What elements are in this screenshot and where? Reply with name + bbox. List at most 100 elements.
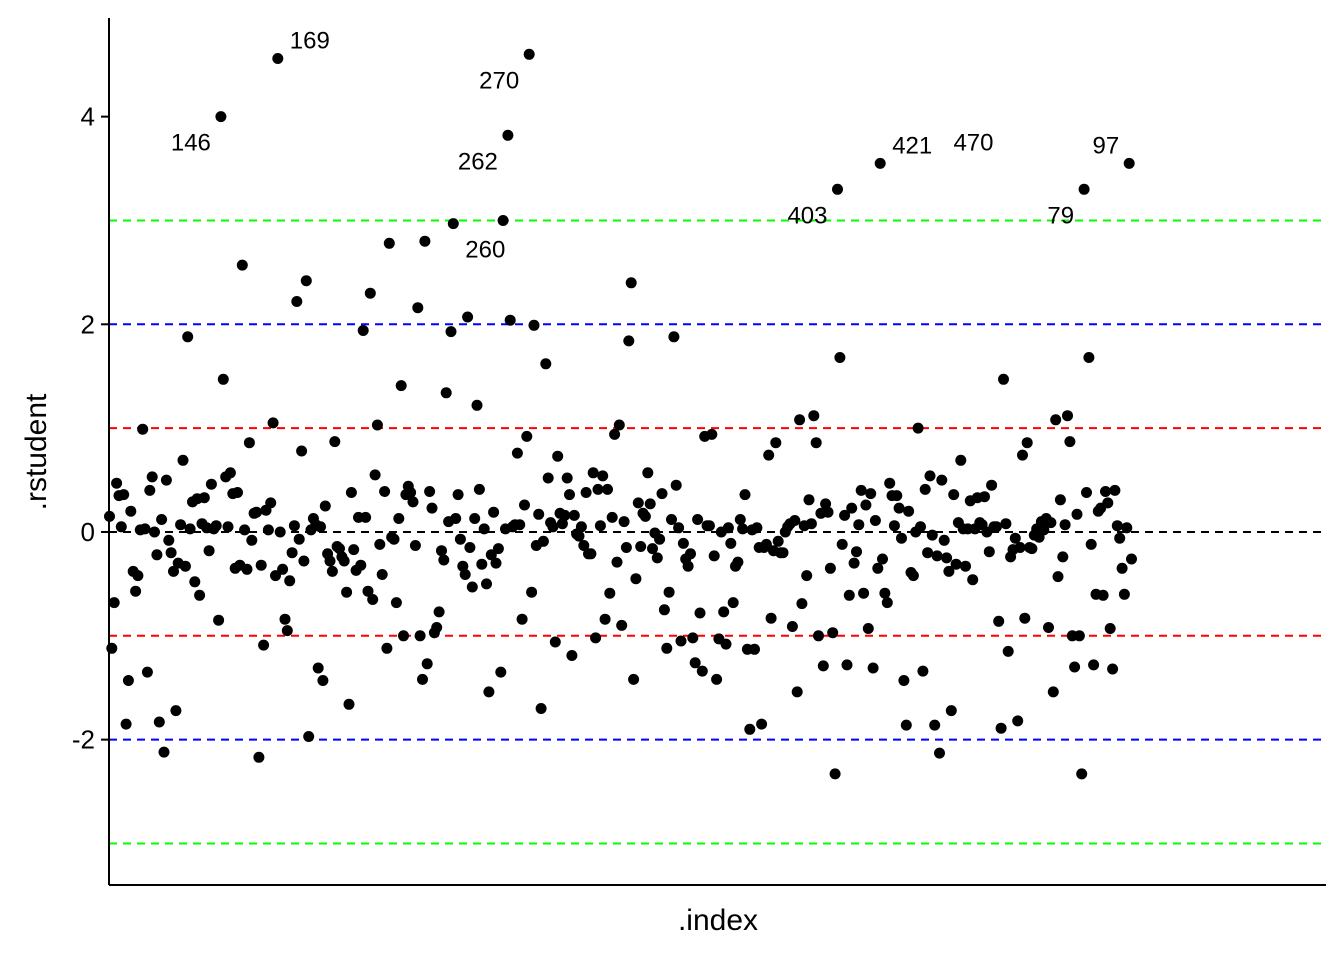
data-point xyxy=(594,520,606,532)
data-point xyxy=(348,544,360,556)
data-point xyxy=(813,630,824,642)
data-point xyxy=(540,358,552,370)
data-point xyxy=(1043,622,1054,633)
data-point xyxy=(542,472,554,484)
data-point xyxy=(855,484,867,496)
data-point xyxy=(265,497,277,509)
data-point xyxy=(168,565,179,577)
data-point xyxy=(777,547,789,559)
data-point xyxy=(433,606,445,618)
data-point xyxy=(303,731,315,742)
data-point xyxy=(960,560,971,572)
data-point xyxy=(1002,645,1014,657)
data-point xyxy=(488,506,500,518)
data-point xyxy=(189,576,201,588)
data-point xyxy=(874,157,886,169)
data-point xyxy=(466,581,478,593)
data-point xyxy=(936,474,948,486)
data-point xyxy=(535,703,547,714)
point-label-97: 97 xyxy=(1092,132,1119,159)
data-point xyxy=(685,548,696,560)
data-point xyxy=(426,502,438,514)
data-point xyxy=(504,314,516,326)
data-point xyxy=(516,613,528,625)
data-point xyxy=(879,587,891,599)
data-point xyxy=(836,538,848,550)
data-point xyxy=(692,514,704,525)
data-point xyxy=(1078,183,1090,195)
data-point xyxy=(471,399,483,411)
data-point xyxy=(651,552,663,564)
data-point xyxy=(326,565,338,577)
data-point xyxy=(1102,497,1114,509)
data-point xyxy=(519,499,530,511)
data-point xyxy=(1000,518,1012,530)
data-point xyxy=(1071,508,1083,520)
data-point xyxy=(948,489,960,501)
data-point xyxy=(796,598,808,610)
data-point xyxy=(284,575,296,587)
data-point xyxy=(872,562,884,574)
data-point xyxy=(232,487,243,498)
data-point xyxy=(945,705,957,717)
data-point xyxy=(827,627,839,639)
x-axis-title: .index xyxy=(678,904,758,937)
data-point xyxy=(888,520,900,532)
data-point xyxy=(1104,623,1116,634)
data-point xyxy=(808,410,820,422)
data-point xyxy=(1126,553,1137,565)
data-point xyxy=(243,437,255,449)
data-point xyxy=(279,613,291,625)
data-point xyxy=(419,235,431,247)
point-label-262: 262 xyxy=(458,148,498,175)
axes xyxy=(108,18,1326,886)
data-point xyxy=(1009,532,1021,544)
data-point xyxy=(514,519,526,531)
data-point xyxy=(298,555,310,567)
data-point xyxy=(118,489,130,501)
data-point xyxy=(158,746,170,758)
data-point xyxy=(663,586,675,598)
data-point xyxy=(409,540,421,551)
data-point xyxy=(573,530,585,542)
data-point xyxy=(1109,484,1121,496)
data-point xyxy=(993,615,1005,627)
data-point xyxy=(241,563,253,575)
point-label-79: 79 xyxy=(1047,202,1074,229)
data-point xyxy=(163,534,175,546)
data-point xyxy=(722,522,734,534)
data-point xyxy=(564,489,575,501)
data-point xyxy=(585,548,597,560)
data-point xyxy=(898,675,910,686)
data-point xyxy=(194,589,206,601)
data-point xyxy=(393,513,405,524)
data-point xyxy=(447,218,459,230)
data-point xyxy=(623,335,635,347)
data-point xyxy=(300,275,312,287)
data-point xyxy=(459,569,471,580)
data-point xyxy=(765,612,777,624)
y-ticks: -2 0 2 4 xyxy=(72,102,109,755)
data-point xyxy=(1073,630,1085,642)
data-point xyxy=(502,129,514,141)
y-tick-label: -2 xyxy=(72,725,95,755)
data-point xyxy=(319,500,331,512)
data-point xyxy=(547,521,559,533)
data-point xyxy=(642,467,654,479)
data-point xyxy=(620,542,632,553)
data-point xyxy=(222,521,234,533)
data-point xyxy=(549,636,561,648)
data-point xyxy=(497,215,509,226)
data-point xyxy=(820,498,832,510)
data-point xyxy=(115,521,127,533)
data-point xyxy=(865,488,877,500)
data-point xyxy=(405,487,417,498)
data-point xyxy=(917,665,929,677)
data-point xyxy=(383,237,395,249)
data-point xyxy=(644,498,656,510)
data-point xyxy=(177,454,189,466)
data-point xyxy=(884,477,896,489)
data-point xyxy=(853,519,865,531)
data-point xyxy=(632,497,644,509)
data-point xyxy=(108,597,120,609)
